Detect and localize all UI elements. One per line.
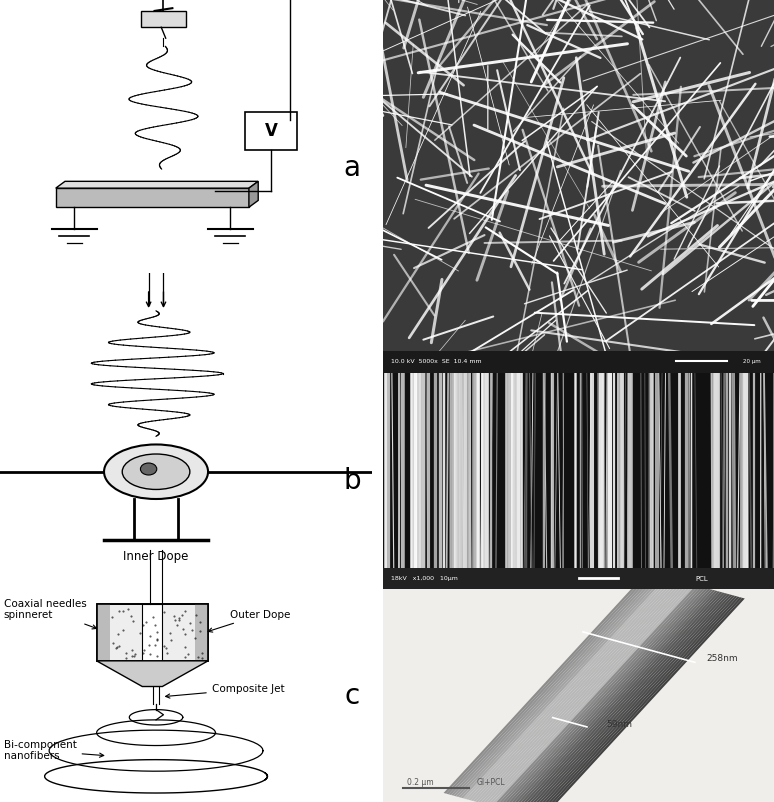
- Polygon shape: [525, 593, 730, 802]
- Text: 10.0 kV  5000x  SE  10.4 mm: 10.0 kV 5000x SE 10.4 mm: [391, 359, 481, 364]
- Text: Outer Dope: Outer Dope: [208, 610, 291, 632]
- Polygon shape: [245, 111, 297, 150]
- Text: 59nm: 59nm: [607, 720, 632, 729]
- Circle shape: [140, 463, 157, 475]
- Text: 20 μm: 20 μm: [743, 359, 761, 364]
- Polygon shape: [495, 586, 700, 802]
- Polygon shape: [505, 589, 711, 802]
- Text: 0.2 μm: 0.2 μm: [406, 779, 433, 788]
- Text: Coaxial needles
spinneret: Coaxial needles spinneret: [4, 599, 97, 629]
- Polygon shape: [444, 572, 649, 794]
- Polygon shape: [249, 181, 259, 207]
- Polygon shape: [478, 581, 683, 802]
- Polygon shape: [485, 583, 691, 802]
- Text: 18kV   x1,000   10μm: 18kV x1,000 10μm: [391, 576, 458, 581]
- Polygon shape: [456, 575, 662, 797]
- Polygon shape: [56, 181, 259, 188]
- Bar: [383, 350, 774, 373]
- Polygon shape: [507, 589, 713, 802]
- Bar: [97, 605, 110, 661]
- Bar: [195, 605, 208, 661]
- Text: c: c: [344, 682, 360, 710]
- Polygon shape: [451, 574, 656, 796]
- Text: Inner Dope: Inner Dope: [123, 550, 189, 564]
- Bar: [97, 605, 208, 661]
- Polygon shape: [468, 578, 674, 800]
- Bar: [383, 568, 774, 589]
- Polygon shape: [97, 661, 208, 687]
- Polygon shape: [536, 597, 742, 802]
- Polygon shape: [527, 594, 732, 802]
- Polygon shape: [461, 577, 666, 798]
- Text: Bi-component
nanofibers: Bi-component nanofibers: [4, 740, 104, 761]
- Polygon shape: [141, 11, 186, 27]
- Polygon shape: [446, 573, 652, 794]
- Polygon shape: [492, 585, 698, 802]
- Polygon shape: [512, 590, 717, 802]
- Polygon shape: [502, 588, 708, 802]
- Polygon shape: [454, 574, 659, 796]
- Polygon shape: [510, 590, 715, 802]
- Ellipse shape: [122, 454, 190, 489]
- Bar: [142, 605, 163, 661]
- Polygon shape: [519, 593, 725, 802]
- Polygon shape: [473, 580, 679, 801]
- Polygon shape: [466, 578, 671, 800]
- Polygon shape: [488, 584, 694, 802]
- Polygon shape: [529, 595, 735, 802]
- Polygon shape: [471, 579, 676, 801]
- Text: Gl+PCL: Gl+PCL: [477, 779, 505, 788]
- Text: PCL: PCL: [696, 576, 708, 581]
- Polygon shape: [458, 576, 664, 798]
- Polygon shape: [56, 188, 249, 207]
- Polygon shape: [483, 582, 689, 802]
- Polygon shape: [539, 597, 745, 802]
- Polygon shape: [500, 587, 706, 802]
- Polygon shape: [448, 573, 654, 795]
- Polygon shape: [490, 585, 696, 802]
- Polygon shape: [515, 591, 721, 802]
- Text: V: V: [265, 122, 278, 140]
- Polygon shape: [475, 581, 681, 802]
- Polygon shape: [481, 582, 686, 802]
- Polygon shape: [517, 592, 723, 802]
- Polygon shape: [522, 593, 728, 802]
- Polygon shape: [534, 597, 740, 802]
- Polygon shape: [498, 586, 703, 802]
- Text: 258nm: 258nm: [707, 654, 738, 662]
- Text: Composite Jet: Composite Jet: [166, 684, 284, 698]
- Text: b: b: [344, 468, 361, 495]
- Text: a: a: [344, 154, 361, 182]
- Polygon shape: [463, 577, 669, 799]
- Polygon shape: [532, 596, 738, 802]
- Bar: [97, 605, 208, 661]
- Ellipse shape: [104, 444, 208, 499]
